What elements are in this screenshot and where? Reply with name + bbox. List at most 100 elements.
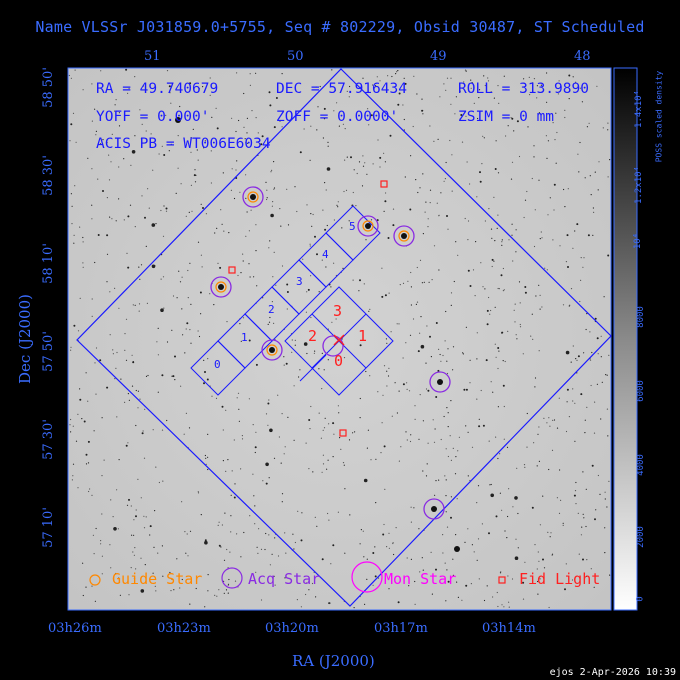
background-star xyxy=(317,106,319,108)
background-star xyxy=(344,128,346,130)
background-star xyxy=(410,271,412,274)
background-star xyxy=(70,77,72,79)
background-star xyxy=(324,182,326,184)
background-star xyxy=(450,292,453,294)
background-star xyxy=(102,139,104,141)
background-star xyxy=(225,589,228,591)
background-star xyxy=(358,161,361,163)
background-star xyxy=(308,589,310,591)
background-star xyxy=(166,70,169,72)
background-star xyxy=(349,85,351,88)
background-star xyxy=(226,321,228,323)
background-star xyxy=(231,470,233,472)
background-star xyxy=(229,551,231,553)
background-star xyxy=(415,179,417,181)
background-star xyxy=(286,188,288,190)
background-star xyxy=(238,119,240,122)
background-star xyxy=(505,135,507,137)
background-star xyxy=(236,533,238,535)
background-star xyxy=(306,352,308,355)
background-star xyxy=(184,352,186,354)
background-star xyxy=(300,606,302,608)
background-star xyxy=(560,499,562,501)
colorbar-tick: 2000 xyxy=(635,526,646,548)
background-star xyxy=(559,469,561,471)
background-star xyxy=(75,440,78,442)
background-star xyxy=(174,379,176,381)
background-star xyxy=(598,161,600,163)
background-star xyxy=(216,127,219,130)
background-star xyxy=(135,515,137,518)
background-star xyxy=(109,216,111,218)
background-star xyxy=(398,390,400,392)
background-star xyxy=(87,440,90,443)
background-star xyxy=(205,463,207,465)
background-star xyxy=(425,388,428,390)
background-star xyxy=(604,498,606,500)
background-star xyxy=(132,361,134,363)
zoff-readout: ZOFF = 0.0000' xyxy=(276,109,399,125)
background-star xyxy=(151,223,156,227)
background-star xyxy=(245,142,247,144)
background-star xyxy=(553,209,555,211)
background-star xyxy=(197,492,200,494)
background-star xyxy=(604,527,606,529)
background-star xyxy=(519,326,522,328)
background-star xyxy=(248,230,250,232)
background-star xyxy=(131,354,133,356)
background-star xyxy=(179,587,181,589)
background-star xyxy=(404,176,406,178)
background-star xyxy=(204,606,206,608)
background-star xyxy=(522,353,524,355)
background-star xyxy=(128,399,130,401)
background-star xyxy=(236,160,238,162)
background-star xyxy=(512,506,514,508)
background-star xyxy=(200,254,202,256)
background-star xyxy=(392,208,395,210)
background-star xyxy=(346,90,348,92)
background-star xyxy=(273,188,275,190)
background-star xyxy=(388,547,390,549)
background-star xyxy=(607,122,609,124)
background-star xyxy=(609,159,611,161)
background-star xyxy=(326,468,328,470)
background-star xyxy=(300,539,303,542)
background-star xyxy=(225,470,227,472)
background-star xyxy=(214,594,216,597)
background-star xyxy=(609,574,611,576)
background-star xyxy=(536,568,538,570)
background-star xyxy=(446,215,448,217)
background-star xyxy=(446,372,449,375)
background-star xyxy=(429,189,432,191)
background-star xyxy=(476,358,478,360)
background-star xyxy=(363,283,365,285)
background-star xyxy=(503,289,505,291)
background-star xyxy=(491,237,493,239)
background-star xyxy=(534,377,537,379)
background-star xyxy=(273,126,276,129)
background-star xyxy=(280,462,282,464)
background-star xyxy=(72,475,74,477)
background-star xyxy=(445,89,447,91)
background-star xyxy=(157,552,159,554)
background-star xyxy=(451,154,453,156)
ra-tick-label: 03h20m xyxy=(265,621,319,636)
background-star xyxy=(444,562,446,564)
background-star xyxy=(216,227,218,229)
background-star xyxy=(186,533,188,535)
background-star xyxy=(114,378,116,380)
background-star xyxy=(467,269,470,272)
background-star xyxy=(176,297,178,299)
dec-tick-label: 57 10' xyxy=(40,507,56,548)
background-star xyxy=(312,213,314,216)
background-star xyxy=(551,449,554,451)
background-star xyxy=(566,388,569,391)
background-star xyxy=(260,599,263,601)
background-star xyxy=(507,330,509,332)
background-star xyxy=(408,390,411,392)
background-star xyxy=(321,388,323,390)
acq-star-circle xyxy=(393,225,415,247)
background-star xyxy=(120,378,122,380)
background-star xyxy=(91,315,93,317)
background-star xyxy=(387,375,390,377)
